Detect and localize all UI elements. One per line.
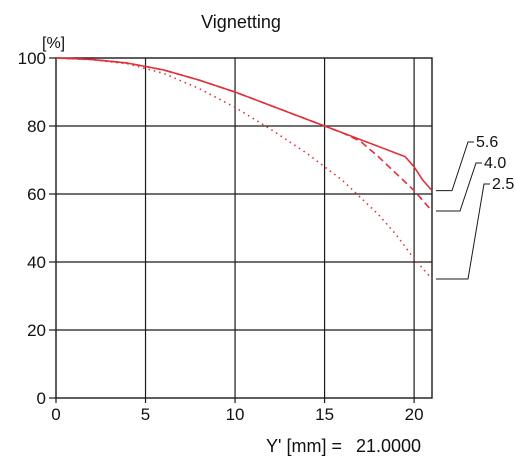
y-tick-label: 80 (27, 117, 46, 136)
x-axis-label: Y' [mm] = 21.0000 (266, 436, 421, 456)
legend-leader-line (436, 162, 482, 212)
legend-leader-line (436, 183, 490, 280)
x-tick-label: 5 (141, 405, 150, 424)
x-tick-label: 20 (405, 405, 424, 424)
x-tick-label: 0 (51, 405, 60, 424)
y-tick-label: 20 (27, 321, 46, 340)
series-lines (55, 57, 433, 280)
x-tick-labels: 0 5 10 15 20 (51, 405, 423, 424)
series-line-2-5 (55, 57, 433, 280)
grid-lines (56, 58, 432, 398)
series-line-4-0 (55, 57, 433, 212)
y-tick-label: 100 (18, 49, 46, 68)
x-tick-label: 15 (315, 405, 334, 424)
axes (49, 57, 433, 403)
y-tick-label: 60 (27, 185, 46, 204)
chart-title: Vignetting (201, 12, 281, 32)
series-line-5-6 (55, 57, 433, 192)
plot-frame (55, 57, 433, 399)
legend: 5.6 4.0 2.5 (436, 134, 514, 280)
x-tick-label: 10 (226, 405, 245, 424)
legend-label-5-6: 5.6 (476, 134, 498, 151)
x-axis-value: 21.0000 (356, 436, 421, 456)
legend-label-4-0: 4.0 (484, 155, 506, 172)
y-tick-labels: 0 20 40 60 80 100 (18, 49, 46, 408)
y-tick-label: 40 (27, 253, 46, 272)
legend-leader-line (436, 141, 474, 192)
legend-label-2-5: 2.5 (492, 176, 514, 193)
y-tick-label: 0 (37, 389, 46, 408)
y-axis-unit-label: [%] (42, 35, 65, 52)
x-axis-title: Y' [mm] = (266, 436, 342, 456)
